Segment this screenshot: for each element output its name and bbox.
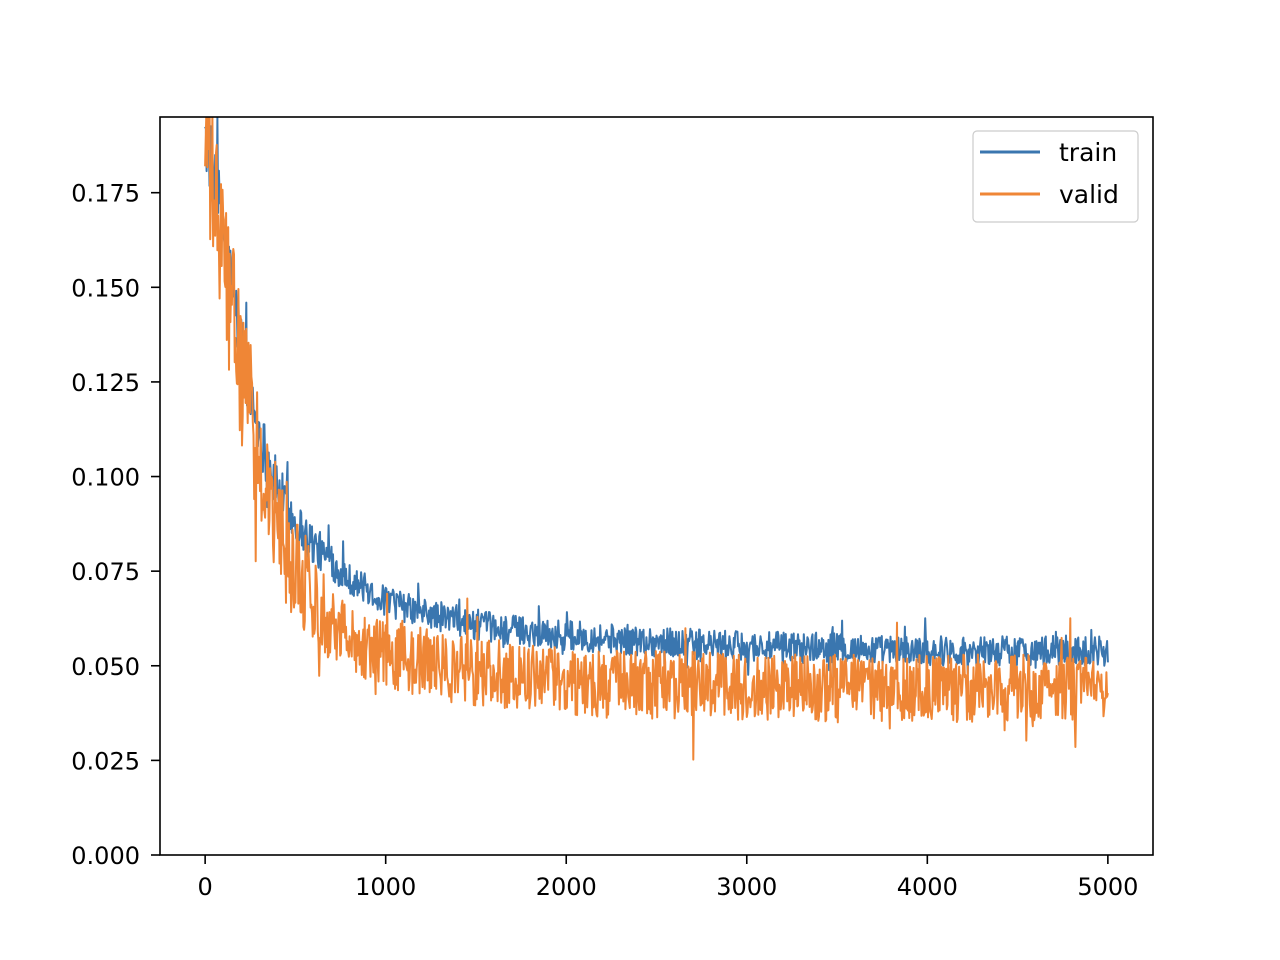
legend-label-train: train [1059, 138, 1117, 167]
y-tick-label: 0.175 [71, 180, 140, 208]
x-tick-label: 4000 [897, 873, 958, 901]
y-tick-label: 0.075 [71, 558, 140, 586]
legend-label-valid: valid [1059, 180, 1119, 209]
y-tick-label: 0.125 [71, 369, 140, 397]
y-tick-label: 0.100 [71, 464, 140, 492]
x-tick-label: 0 [197, 873, 212, 901]
x-tick-label: 1000 [355, 873, 416, 901]
y-tick-label: 0.050 [71, 653, 140, 681]
legend: train valid [972, 130, 1139, 223]
y-tick-label: 0.000 [71, 842, 140, 870]
x-tick-label: 2000 [536, 873, 597, 901]
x-tick-label: 5000 [1077, 873, 1138, 901]
series-line-valid [204, 117, 1109, 761]
plot-area-frame [159, 116, 1154, 856]
series-layer [204, 117, 1109, 761]
y-tick-label: 0.025 [71, 747, 140, 775]
x-axis-ticks: 0 1000 2000 3000 4000 5000 [197, 855, 1138, 901]
x-tick-label: 3000 [716, 873, 777, 901]
legend-box [972, 130, 1139, 223]
y-axis-ticks: 0.000 0.025 0.050 0.075 0.100 0.125 0.150 0.175 [71, 180, 160, 870]
series-line-train [204, 117, 1109, 678]
y-tick-label: 0.150 [71, 274, 140, 302]
